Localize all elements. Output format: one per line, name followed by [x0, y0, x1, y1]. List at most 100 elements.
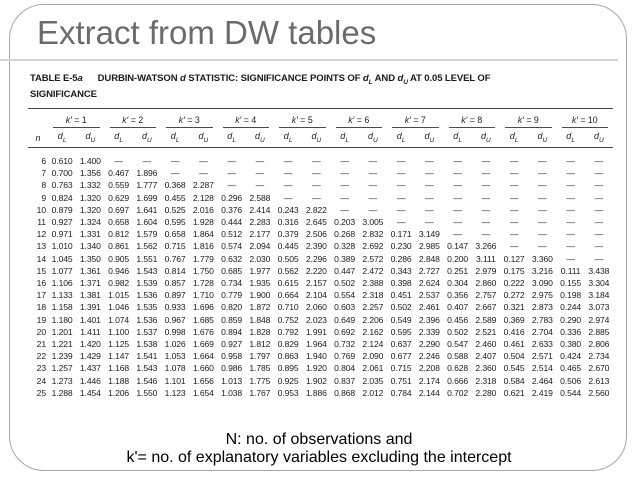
d-subscript: U — [90, 136, 96, 144]
row-n-cell: 20 — [36, 326, 46, 337]
value-cell: — — [566, 168, 575, 179]
value-cell: — — [425, 204, 434, 215]
value-cell: 0.829 — [277, 339, 299, 350]
value-cell: 0.697 — [108, 204, 130, 215]
table-row: 16 1.106 1.371 0.982 1.539 0.857 1.728 0.734 1.9… — [28, 277, 613, 289]
dU-column-header: dU — [584, 128, 613, 148]
value-cell: — — [340, 156, 349, 166]
row-n-cell: 24 — [36, 375, 46, 386]
value-cell: 0.272 — [503, 290, 525, 301]
value-cell: 2.572 — [362, 253, 384, 264]
value-cell: 0.230 — [390, 241, 412, 252]
value-cell: 0.824 — [51, 192, 73, 203]
d-subscript: L — [571, 136, 575, 144]
value-cell: 0.734 — [221, 278, 243, 289]
value-cell: 0.632 — [221, 253, 243, 264]
value-cell: 1.123 — [164, 387, 186, 398]
k-symbol: k′ — [404, 115, 411, 125]
value-cell: 2.667 — [475, 302, 497, 313]
col-group-label: k′ = 7 — [392, 115, 439, 128]
value-cell: 0.243 — [277, 204, 299, 215]
table-row: 21 1.221 1.420 1.125 1.538 1.026 1.669 0.927 1.8… — [28, 338, 613, 350]
value-cell: 0.574 — [221, 241, 243, 252]
value-cell: 2.128 — [192, 192, 214, 203]
value-cell: — — [368, 156, 378, 166]
value-cell: 2.419 — [531, 387, 553, 398]
value-cell: 0.451 — [390, 290, 412, 301]
value-cell: 3.149 — [418, 229, 440, 240]
value-cell: — — [509, 241, 519, 252]
value-cell: — — [509, 156, 519, 166]
value-cell: 1.391 — [79, 302, 101, 313]
value-cell: — — [283, 168, 293, 179]
value-cell: — — [538, 229, 547, 240]
dL-column-header: dL — [48, 128, 77, 148]
value-cell: 1.654 — [192, 387, 214, 398]
value-cell: 1.371 — [79, 278, 101, 289]
value-cell: 0.859 — [221, 314, 243, 325]
table-row: 14 1.045 1.350 0.905 1.551 0.767 1.779 0.632 2.0… — [28, 253, 613, 265]
corner-cell — [28, 112, 48, 128]
value-cell: 3.216 — [531, 265, 553, 276]
k-symbol: k′ — [517, 115, 524, 125]
slide-title: Extract from DW tables — [37, 14, 377, 51]
value-cell: 0.268 — [334, 229, 356, 240]
d-subscript: U — [429, 136, 435, 144]
value-cell: — — [453, 204, 462, 215]
value-cell: — — [538, 168, 547, 179]
value-cell: 0.664 — [277, 290, 299, 301]
value-cell: — — [425, 192, 434, 203]
value-cell: 0.986 — [221, 363, 243, 374]
value-cell: — — [481, 204, 491, 215]
value-cell: 2.806 — [588, 339, 610, 350]
value-cell: 1.710 — [192, 290, 214, 301]
value-cell: 0.953 — [277, 387, 299, 398]
value-cell: 1.077 — [51, 265, 73, 276]
row-n-cell: 12 — [36, 229, 46, 240]
value-cell: 1.331 — [79, 229, 101, 240]
value-cell: — — [312, 180, 321, 191]
value-cell: 1.536 — [136, 290, 158, 301]
value-cell: 0.545 — [503, 363, 525, 374]
table-row: 9 0.824 1.320 0.629 1.699 0.455 2.128 0.296 2.58… — [28, 192, 613, 204]
col-group-header: k′ = 4 — [218, 112, 275, 128]
value-cell: 1.660 — [192, 363, 214, 374]
value-cell: 1.188 — [108, 375, 130, 386]
value-cell: — — [170, 168, 180, 179]
value-cell: 0.398 — [390, 278, 412, 289]
value-cell: — — [509, 217, 519, 228]
value-cell: 1.401 — [79, 314, 101, 325]
value-cell: — — [170, 156, 180, 166]
value-cell: 1.340 — [79, 241, 101, 252]
value-cell: 0.504 — [503, 351, 525, 362]
value-cell: 1.928 — [192, 217, 214, 228]
value-cell: — — [312, 156, 321, 166]
d-subscript: U — [316, 136, 322, 144]
n-column-header: n — [28, 128, 48, 148]
value-cell: 1.750 — [192, 265, 214, 276]
value-cell: — — [396, 204, 406, 215]
value-cell: 1.361 — [79, 265, 101, 276]
value-cell: 1.101 — [164, 375, 186, 386]
dL-column-header: dL — [274, 128, 303, 148]
value-cell: — — [142, 156, 152, 166]
value-cell: — — [340, 180, 349, 191]
value-cell: 1.535 — [136, 302, 158, 313]
caption-text: AT 0.05 LEVEL OF — [407, 73, 491, 84]
value-cell: 1.538 — [136, 339, 158, 350]
value-cell: 0.649 — [334, 314, 356, 325]
value-cell: 0.946 — [108, 265, 130, 276]
caption-text: AND — [372, 73, 398, 84]
value-cell: 0.502 — [390, 302, 412, 313]
row-n-cell: 16 — [36, 278, 46, 289]
value-cell: 0.658 — [108, 217, 130, 228]
table-row: 23 1.257 1.437 1.168 1.543 1.078 1.660 0.986 1.7… — [28, 362, 613, 374]
value-cell: 3.304 — [588, 278, 610, 289]
value-cell: 1.699 — [136, 192, 158, 203]
row-n-cell: 6 — [41, 156, 46, 166]
value-cell: 0.588 — [447, 351, 469, 362]
value-cell: 2.360 — [475, 363, 497, 374]
d-subscript: L — [62, 136, 67, 144]
value-cell: 0.286 — [390, 253, 412, 264]
value-cell: — — [566, 229, 575, 240]
